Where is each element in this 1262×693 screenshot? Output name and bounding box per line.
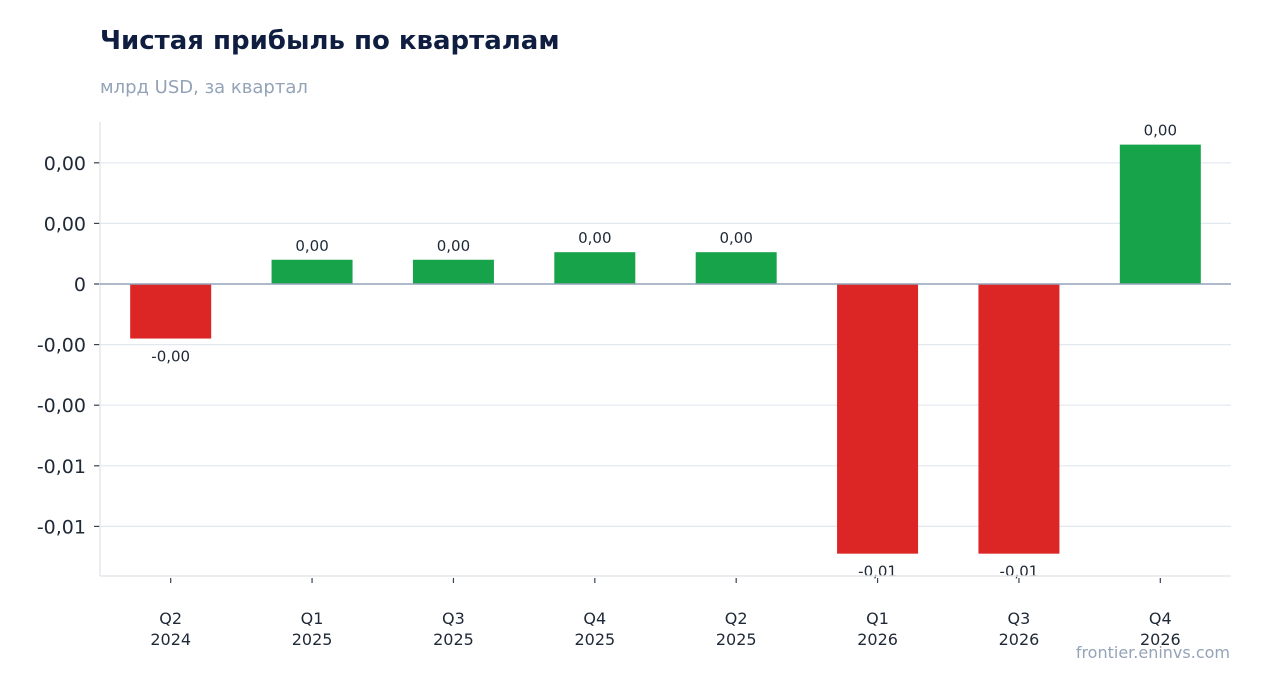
x-tick-label: 2026 bbox=[999, 630, 1040, 649]
x-tick-label: 2026 bbox=[1140, 630, 1181, 649]
x-tick-label: Q4 bbox=[583, 609, 606, 628]
x-tick-label: 2025 bbox=[292, 630, 333, 649]
x-tick-label: 2025 bbox=[716, 630, 757, 649]
data-label: 0,00 bbox=[719, 229, 752, 247]
data-label: 0,00 bbox=[295, 237, 328, 255]
watermark: frontier.eninvs.com bbox=[1075, 643, 1230, 662]
y-tick-label: 0 bbox=[74, 274, 86, 296]
x-tick-label: 2025 bbox=[433, 630, 474, 649]
x-tick-label: Q1 bbox=[301, 609, 324, 628]
bar bbox=[554, 252, 636, 284]
x-tick-label: Q2 bbox=[159, 609, 182, 628]
bar bbox=[837, 284, 919, 554]
bar bbox=[130, 284, 212, 339]
x-tick-label: Q3 bbox=[442, 609, 465, 628]
y-tick-label: -0,01 bbox=[37, 516, 86, 538]
data-label: -0,01 bbox=[858, 563, 897, 581]
y-tick-label: 0,00 bbox=[44, 153, 86, 175]
data-label: 0,00 bbox=[578, 229, 611, 247]
chart-title: Чистая прибыль по кварталам bbox=[100, 26, 560, 56]
y-tick-label: -0,01 bbox=[37, 456, 86, 478]
data-label: 0,00 bbox=[437, 237, 470, 255]
chart-subtitle: млрд USD, за квартал bbox=[100, 77, 308, 98]
x-tick-label: 2026 bbox=[857, 630, 898, 649]
x-tick-label: 2025 bbox=[574, 630, 615, 649]
y-tick-label: -0,00 bbox=[37, 395, 86, 417]
x-tick-label: Q2 bbox=[725, 609, 748, 628]
x-tick-label: Q1 bbox=[866, 609, 889, 628]
bar bbox=[695, 252, 777, 284]
x-tick-label: Q3 bbox=[1008, 609, 1031, 628]
x-tick-label: Q4 bbox=[1149, 609, 1172, 628]
bar bbox=[412, 259, 494, 284]
axis-layer: 0,00 0,00 0 -0,00 -0,00 -0,01 -0,01 Q2 2024 Q1 202… bbox=[37, 122, 1231, 649]
grid-layer bbox=[100, 162, 1231, 528]
x-tick-label: 2024 bbox=[150, 630, 191, 649]
data-label: -0,00 bbox=[151, 348, 190, 366]
bar bbox=[978, 284, 1060, 554]
y-tick-label: -0,00 bbox=[37, 335, 86, 357]
data-label: 0,00 bbox=[1144, 122, 1177, 140]
y-tick-label: 0,00 bbox=[44, 213, 86, 235]
bar bbox=[1119, 144, 1201, 284]
data-label: -0,01 bbox=[1000, 563, 1039, 581]
bar-layer bbox=[130, 144, 1201, 554]
bar bbox=[271, 259, 353, 284]
